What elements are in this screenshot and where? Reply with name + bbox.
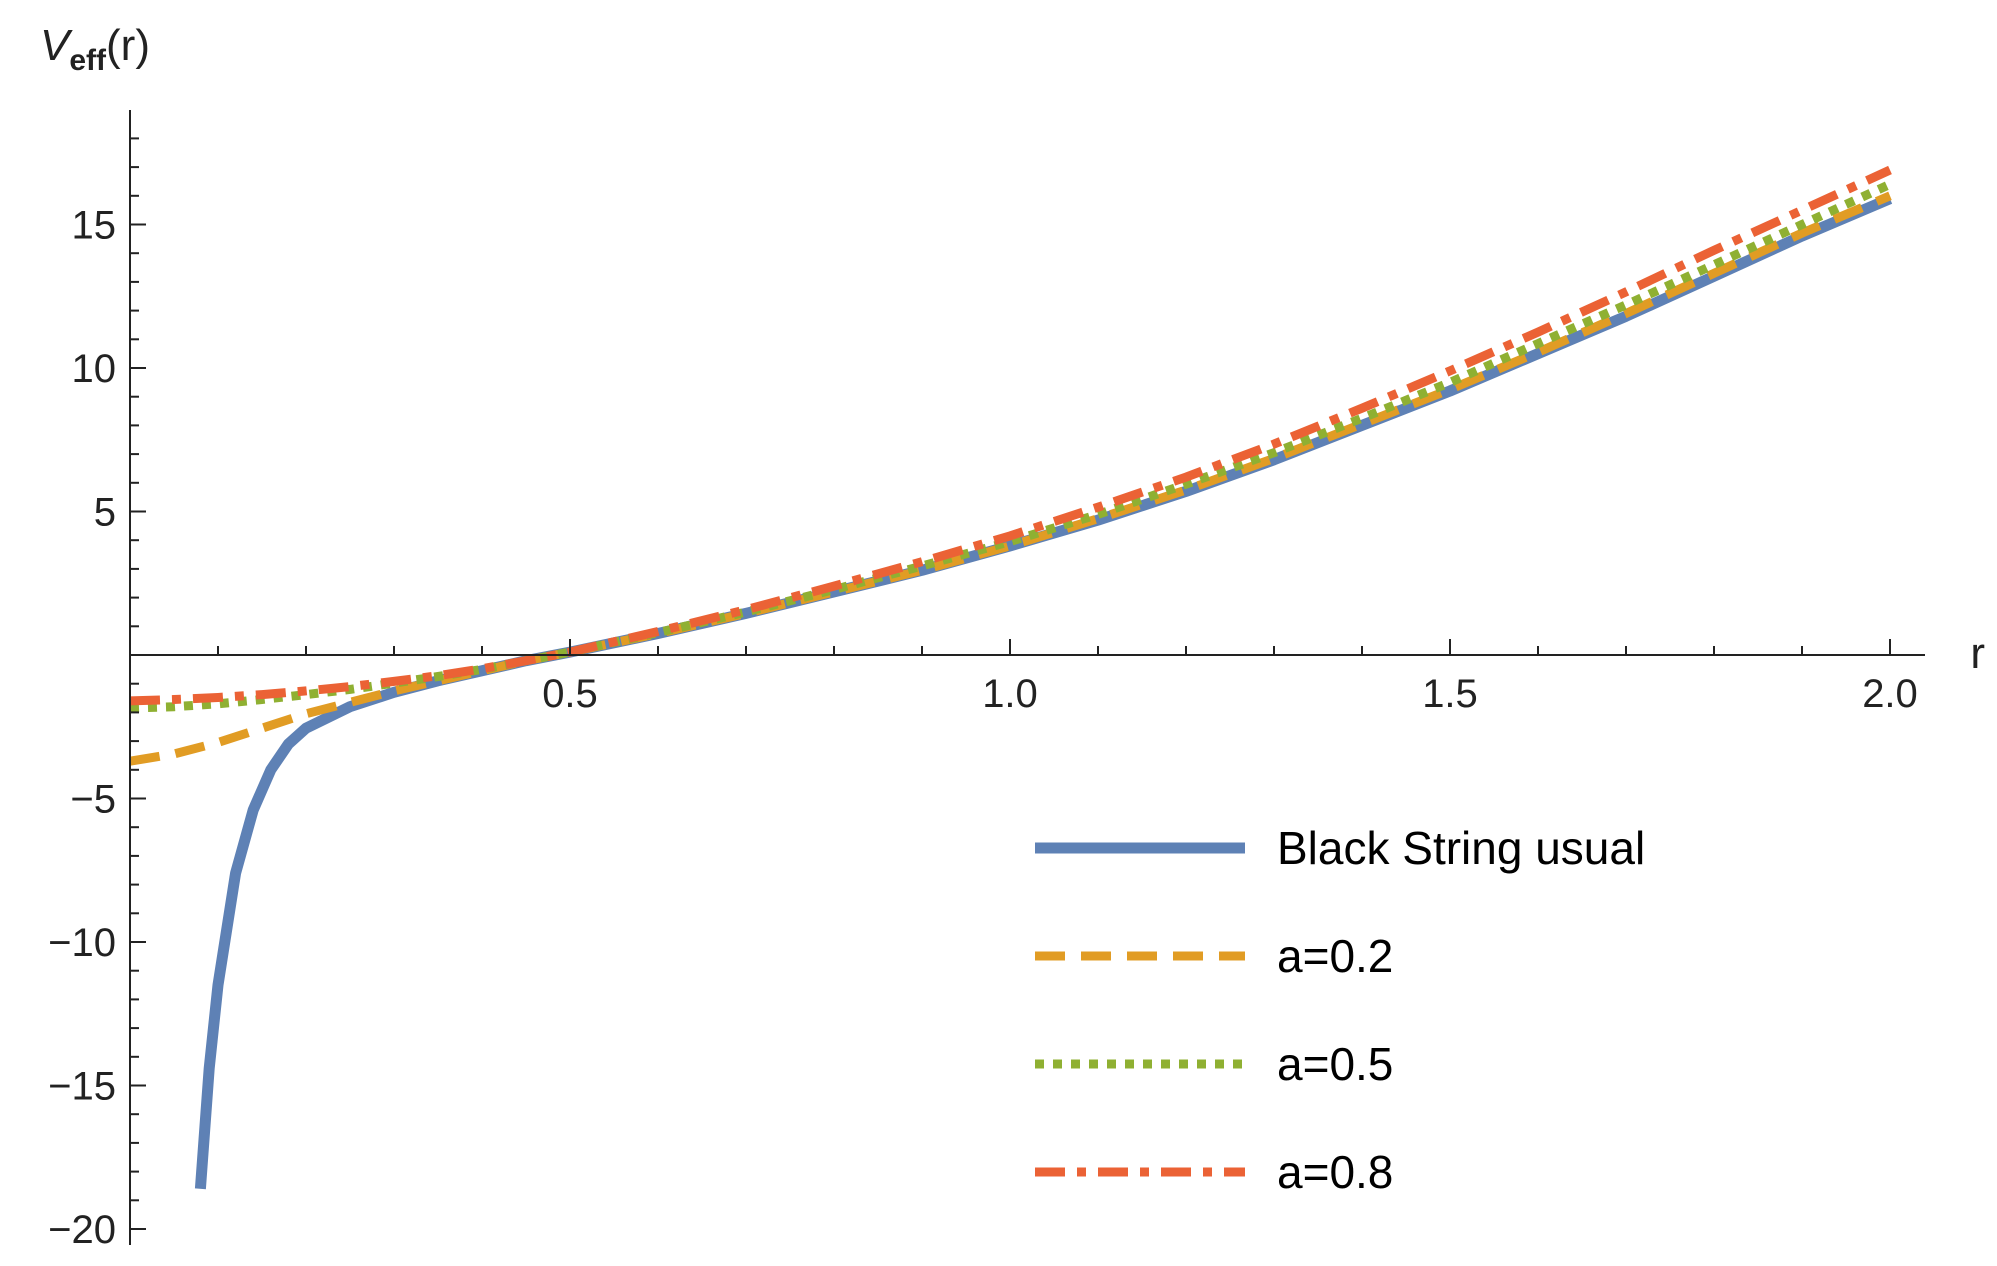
legend-label-3: a=0.5 — [1277, 1038, 1393, 1090]
y-tick-label: 5 — [94, 491, 116, 535]
y-axis-title-suffix: (r) — [106, 21, 150, 70]
x-ticks: 0.5 1.0 1.5 2.0 — [217, 639, 1918, 716]
y-tick-label: −10 — [48, 921, 116, 965]
axes-layer: 0.5 1.0 1.5 2.0 −20 −15 −10 −5 5 10 15 r Veff(r) — [40, 21, 1985, 1252]
y-tick-label: −5 — [70, 778, 116, 822]
series-line-2 — [129, 191, 1892, 766]
x-tick-label: 1.0 — [982, 672, 1038, 716]
y-tick-label: 10 — [72, 347, 117, 391]
series-line-1 — [194, 193, 1893, 1190]
legend-label-1: Black String usual — [1277, 822, 1645, 874]
y-axis-title: Veff(r) — [40, 21, 150, 77]
x-tick-label: 0.5 — [542, 672, 598, 716]
x-tick-label: 2.0 — [1862, 672, 1918, 716]
x-axis-title: r — [1970, 629, 1985, 678]
y-tick-label: −20 — [48, 1208, 116, 1252]
legend: Black String usual a=0.2 a=0.5 a=0.8 — [1035, 822, 1645, 1198]
y-tick-label: 15 — [72, 204, 117, 248]
x-tick-label: 1.5 — [1422, 672, 1478, 716]
series-layer — [129, 165, 1893, 1190]
legend-label-4: a=0.8 — [1277, 1146, 1393, 1198]
y-tick-label: −15 — [48, 1065, 116, 1109]
y-ticks: −20 −15 −10 −5 5 10 15 — [48, 137, 146, 1252]
y-axis-title-subscript: eff — [69, 44, 107, 77]
legend-label-2: a=0.2 — [1277, 930, 1393, 982]
series-line-4 — [129, 165, 1892, 706]
y-axis-title-base: V — [40, 21, 73, 70]
series-line-3 — [129, 180, 1892, 713]
